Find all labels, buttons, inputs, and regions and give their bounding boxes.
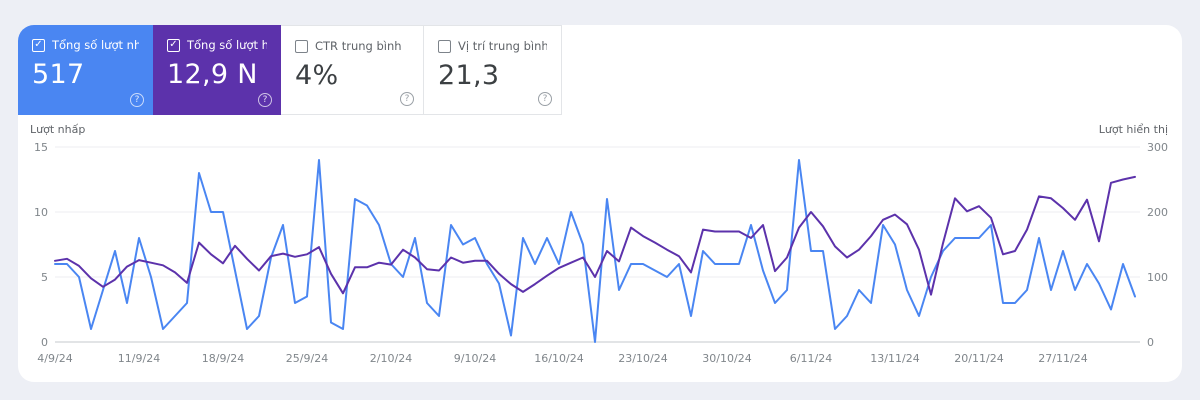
x-tick-label: 18/9/24 — [201, 352, 245, 365]
metric-cards-row: ✓ Tổng số lượt nh… 517 ? ✓ Tổng số lượt … — [18, 25, 562, 115]
right-tick-label: 0 — [1147, 336, 1154, 349]
right-tick-label: 200 — [1147, 206, 1168, 219]
x-tick-label: 6/11/24 — [789, 352, 833, 365]
x-tick-label: 20/11/24 — [954, 352, 1004, 365]
help-icon[interactable]: ? — [258, 93, 272, 107]
x-tick-label: 2/10/24 — [369, 352, 413, 365]
x-tick-label: 27/11/24 — [1038, 352, 1088, 365]
card-label: Tổng số lượt hiể… — [187, 38, 267, 52]
checkbox-checked-icon[interactable]: ✓ — [167, 38, 180, 52]
left-tick-label: 10 — [34, 206, 48, 219]
chart-svg[interactable] — [18, 25, 1182, 382]
card-label: CTR trung bình — [315, 39, 402, 53]
average-ctr-value: 4% — [295, 60, 339, 91]
card-total-clicks[interactable]: ✓ Tổng số lượt nh… 517 ? — [18, 25, 153, 115]
right-axis-title: Lượt hiển thị — [1098, 123, 1168, 136]
left-tick-label: 5 — [41, 271, 48, 284]
right-tick-label: 300 — [1147, 141, 1168, 154]
x-tick-label: 23/10/24 — [618, 352, 668, 365]
x-tick-label: 9/10/24 — [453, 352, 497, 365]
series-line-impressions[interactable] — [54, 175, 1136, 296]
help-icon[interactable]: ? — [130, 93, 144, 107]
x-tick-label: 25/9/24 — [285, 352, 329, 365]
performance-panel: ✓ Tổng số lượt nh… 517 ? ✓ Tổng số lượt … — [18, 25, 1182, 382]
left-tick-label: 0 — [41, 336, 48, 349]
x-tick-label: 30/10/24 — [702, 352, 752, 365]
card-average-ctr[interactable]: CTR trung bình 4% ? — [281, 25, 424, 115]
help-icon[interactable]: ? — [538, 92, 552, 106]
right-tick-label: 100 — [1147, 271, 1168, 284]
left-axis-title: Lượt nhấp — [30, 123, 86, 136]
help-icon[interactable]: ? — [400, 92, 414, 106]
average-position-value: 21,3 — [438, 60, 500, 91]
total-clicks-value: 517 — [32, 59, 85, 90]
checkbox-unchecked-icon[interactable] — [295, 39, 308, 53]
card-label: Tổng số lượt nh… — [52, 38, 139, 52]
left-tick-label: 15 — [34, 141, 48, 154]
total-impressions-value: 12,9 N — [167, 59, 258, 90]
card-total-impressions[interactable]: ✓ Tổng số lượt hiể… 12,9 N ? — [153, 25, 281, 115]
x-tick-label: 11/9/24 — [117, 352, 161, 365]
card-label: Vị trí trung bình — [458, 39, 547, 53]
x-tick-label: 13/11/24 — [870, 352, 920, 365]
x-tick-label: 16/10/24 — [534, 352, 584, 365]
card-average-position[interactable]: Vị trí trung bình 21,3 ? — [424, 25, 562, 115]
checkbox-unchecked-icon[interactable] — [438, 39, 451, 53]
x-tick-label: 4/9/24 — [37, 352, 73, 365]
checkbox-checked-icon[interactable]: ✓ — [32, 38, 45, 52]
series-line-clicks[interactable] — [54, 159, 1136, 343]
